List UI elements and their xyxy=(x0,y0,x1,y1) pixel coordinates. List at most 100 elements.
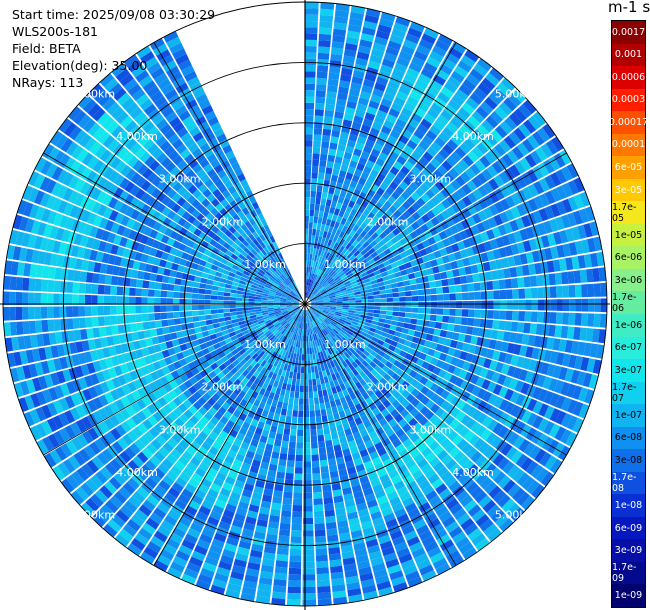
ppi-gate xyxy=(421,167,432,178)
ppi-gate xyxy=(65,355,75,368)
ppi-gate xyxy=(282,329,288,336)
ppi-gate xyxy=(310,286,314,293)
ppi-gate xyxy=(425,333,434,342)
ppi-gate xyxy=(358,566,372,576)
ppi-gate xyxy=(341,225,349,233)
ppi-gate xyxy=(91,187,102,201)
ppi-gate xyxy=(375,157,385,167)
ppi-gate xyxy=(391,68,405,79)
ppi-gate xyxy=(351,333,359,340)
ppi-gate xyxy=(309,203,315,211)
ppi-gate xyxy=(327,290,335,295)
ppi-gate xyxy=(383,227,392,236)
ppi-gate xyxy=(346,414,354,422)
ppi-gate xyxy=(289,311,296,316)
ppi-gate xyxy=(371,223,380,232)
ppi-gate xyxy=(388,205,397,214)
ppi-gate xyxy=(120,396,131,408)
ppi-gate xyxy=(429,226,439,236)
ppi-gate xyxy=(295,295,301,301)
ppi-gate xyxy=(160,298,167,305)
ppi-gate xyxy=(213,532,227,543)
ppi-gate xyxy=(386,293,393,298)
ppi-gate xyxy=(388,356,397,365)
ppi-gate xyxy=(328,547,341,555)
ppi-gate xyxy=(441,454,453,466)
ppi-gate xyxy=(158,259,167,268)
ppi-gate xyxy=(365,319,373,324)
ppi-gate xyxy=(418,156,430,167)
ppi-gate xyxy=(283,313,290,318)
ppi-gate xyxy=(3,307,10,321)
ppi-gate xyxy=(316,296,323,300)
ppi-gate xyxy=(323,308,330,312)
ppi-gate xyxy=(33,235,43,250)
ppi-gate xyxy=(149,455,161,467)
ppi-gate xyxy=(302,599,317,606)
ppi-gate xyxy=(296,442,303,449)
ppi-gate xyxy=(308,222,313,229)
ppi-gate xyxy=(310,306,317,309)
ppi-gate xyxy=(162,326,170,335)
ppi-gate xyxy=(258,269,266,275)
ppi-gate xyxy=(238,366,246,374)
ppi-gate xyxy=(543,311,551,324)
ppi-gate xyxy=(245,335,253,342)
ppi-gate xyxy=(280,283,286,289)
ppi-gate xyxy=(508,378,519,390)
ppi-gate xyxy=(147,305,155,313)
ppi-gate xyxy=(268,294,275,298)
ppi-gate xyxy=(573,327,581,340)
ppi-gate xyxy=(468,133,481,146)
ppi-gate xyxy=(331,578,345,586)
ppi-gate xyxy=(377,403,386,413)
ppi-gate xyxy=(141,215,151,226)
ppi-gate xyxy=(512,367,522,379)
ppi-gate xyxy=(250,418,259,427)
ppi-gate xyxy=(391,474,402,485)
ppi-gate xyxy=(455,129,467,142)
ppi-gate xyxy=(457,60,472,73)
ppi-gate xyxy=(384,485,396,495)
ppi-gate xyxy=(307,253,310,261)
ppi-gate xyxy=(59,215,69,228)
ppi-gate xyxy=(81,210,91,223)
ppi-gate xyxy=(261,310,269,314)
ppi-gate xyxy=(167,437,178,449)
ppi-gate xyxy=(600,298,607,313)
ppi-gate xyxy=(308,285,311,292)
ppi-gate xyxy=(263,337,270,344)
ppi-gate xyxy=(443,544,458,557)
ppi-gate xyxy=(521,172,533,186)
ppi-gate xyxy=(358,191,367,200)
ppi-gate xyxy=(258,341,265,349)
ppi-gate xyxy=(325,266,331,274)
ppi-gate xyxy=(246,388,254,397)
ppi-gate xyxy=(461,292,469,301)
ppi-gate xyxy=(302,335,305,342)
ppi-gate xyxy=(327,375,333,383)
ppi-gate xyxy=(78,377,88,390)
ppi-gate xyxy=(512,468,525,483)
ppi-gate xyxy=(347,290,354,294)
ppi-gate xyxy=(24,395,35,410)
ppi-gate xyxy=(370,385,379,394)
ppi-gate xyxy=(314,261,319,268)
ppi-gate xyxy=(210,300,217,305)
ppi-gate xyxy=(525,460,539,475)
ppi-gate xyxy=(40,237,49,251)
ppi-gate xyxy=(117,276,125,286)
ppi-gate xyxy=(274,439,282,447)
ppi-gate xyxy=(391,576,406,587)
ppi-gate xyxy=(458,267,466,276)
ppi-gate xyxy=(218,521,231,531)
ppi-gate xyxy=(342,256,349,264)
ppi-gate xyxy=(231,348,239,356)
ppi-gate xyxy=(206,421,216,431)
ppi-gate xyxy=(143,226,153,237)
ppi-gate xyxy=(346,330,354,336)
ppi-gate xyxy=(109,458,122,472)
ppi-gate xyxy=(239,495,251,504)
ppi-gate xyxy=(365,346,373,354)
ppi-gate xyxy=(313,498,323,506)
